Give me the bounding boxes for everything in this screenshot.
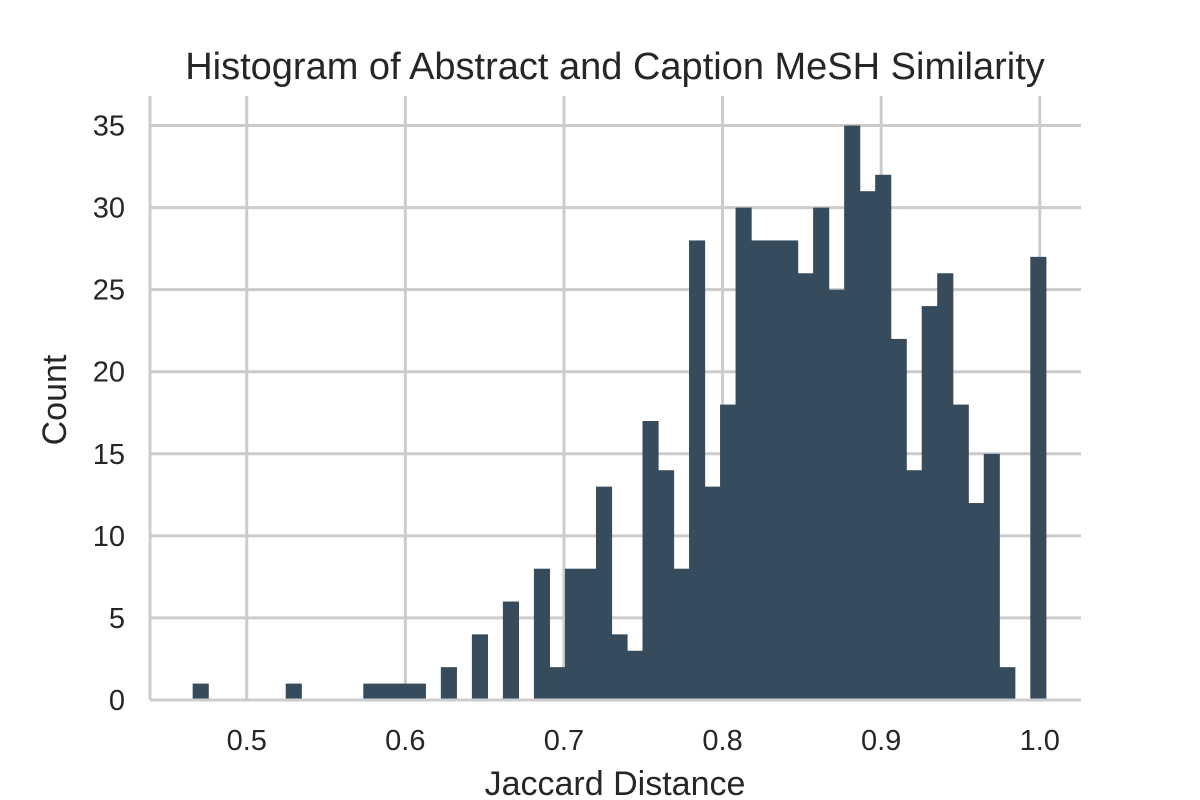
histogram-bar [285,683,302,700]
y-tick-label: 35 [93,111,125,143]
x-tick-label: 0.5 [227,725,267,757]
histogram-bar [595,486,613,700]
histogram-bar [580,568,597,700]
x-tick-label: 1.0 [1020,725,1060,757]
histogram-bars [192,125,1047,701]
histogram-bar [626,650,644,700]
histogram-bar [611,634,628,700]
y-tick-label: 10 [93,521,125,553]
histogram-bar [471,634,488,700]
histogram-bar [704,486,721,700]
histogram-bar [844,125,861,701]
y-tick-label: 25 [93,275,125,307]
chart-title: Histogram of Abstract and Caption MeSH S… [185,46,1045,88]
y-axis-label: Count [36,354,74,445]
histogram-bar [875,174,892,701]
histogram-bar [782,240,799,700]
histogram-bar [533,568,551,700]
y-tick-label: 5 [109,603,125,635]
histogram-bar [766,240,783,700]
x-tick-labels: 0.5 0.6 0.7 0.8 0.9 1.0 [227,725,1060,757]
histogram-bar [751,240,768,700]
histogram-bar [890,338,907,700]
histogram-bar [952,404,969,700]
histogram-bar [968,503,985,700]
histogram-bar [735,207,752,700]
histogram-bar [363,683,380,700]
histogram-bar [906,470,923,700]
histogram-bar [440,667,457,700]
x-axis-label: Jaccard Distance [485,765,746,800]
x-tick-label: 0.6 [385,725,425,757]
histogram-bar [549,667,566,700]
y-tick-label: 20 [93,357,125,389]
x-tick-label: 0.8 [702,725,742,757]
histogram-bar [828,289,845,700]
y-tick-label: 0 [109,685,125,717]
x-tick-label: 0.9 [861,725,901,757]
y-tick-label: 30 [93,193,125,225]
histogram-bar [564,568,582,700]
histogram-bar [921,306,938,700]
histogram-bar [378,683,395,700]
y-tick-labels: 0 5 10 15 20 25 30 35 [93,111,125,717]
histogram-bar [502,601,520,700]
x-tick-label: 0.7 [544,725,584,757]
histogram-bar [658,470,675,700]
histogram-bar [720,404,737,700]
axes [148,96,1081,702]
histogram-bar [192,683,209,700]
histogram-bar [813,207,830,700]
histogram-bar [673,568,690,700]
histogram-bar [859,191,876,700]
histogram-bar [797,273,814,700]
histogram-bar [1030,256,1047,700]
histogram-bar [394,683,411,700]
histogram-bar [409,683,426,700]
histogram-bar [999,667,1016,700]
histogram-bar [937,273,954,700]
histogram-bar [642,420,659,700]
histogram-bar [983,453,1000,700]
histogram-bar [689,240,706,700]
y-tick-label: 15 [93,439,125,471]
